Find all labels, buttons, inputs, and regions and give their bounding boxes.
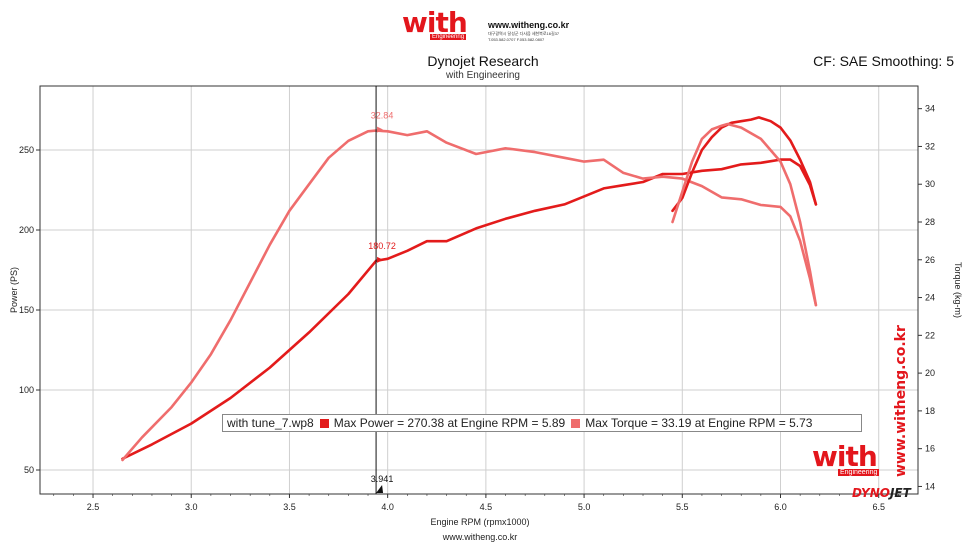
legend-torque-swatch	[571, 418, 581, 428]
cf-smoothing-label: CF: SAE Smoothing: 5	[813, 53, 954, 69]
torque-line-1	[121, 129, 818, 462]
header-site: www.witheng.co.kr	[488, 20, 570, 30]
watermark-logo-sub-text: Engineering	[840, 469, 878, 476]
series-lines	[121, 116, 818, 462]
x-tick-label: 3.0	[185, 502, 198, 512]
x-tick-label: 6.0	[774, 502, 787, 512]
y2-tick-label: 28	[925, 217, 935, 227]
y2-tick-label: 26	[925, 255, 935, 265]
header-logo-sub: Engineering	[430, 34, 467, 40]
y2-tick-label: 22	[925, 330, 935, 340]
x-tick-label: 4.5	[480, 502, 493, 512]
legend-max-power: Max Power = 270.38 at Engine RPM = 5.89	[333, 416, 566, 430]
header-address: 대구광역시 달성군 다사읍 세천북로16길37	[488, 31, 560, 36]
markers: 32.84 180.72 3.941	[368, 86, 396, 494]
y2-tick-label: 20	[925, 368, 935, 378]
y2-tick-label: 30	[925, 179, 935, 189]
y-axis-title: Power (PS)	[9, 267, 19, 314]
y2-tick-label: 32	[925, 141, 935, 151]
chart-title: Dynojet Research	[427, 53, 539, 69]
x-tick-label: 5.5	[676, 502, 689, 512]
y2-tick-label: 24	[925, 293, 935, 303]
dynojet-brand-a: DYNO	[852, 486, 890, 500]
y2-tick-label: 34	[925, 104, 935, 114]
x-tick-label: 6.5	[872, 502, 885, 512]
header-logo-sub-text: Engineering	[432, 34, 465, 40]
y-tick-label: 100	[19, 385, 34, 395]
power-line-2	[671, 116, 818, 213]
x-tick-label: 3.5	[283, 502, 296, 512]
y-tick-label: 150	[19, 305, 34, 315]
dynojet-brand-b: JET	[889, 486, 911, 500]
torque-marker	[377, 126, 384, 133]
y2-tick-label: 14	[925, 481, 935, 491]
header-phone: T.053.582.0707 F.053.582.0807	[488, 37, 545, 42]
watermark-vertical-url: www.witheng.co.kr	[893, 325, 909, 477]
dynojet-logo: DYNOJET	[852, 486, 911, 500]
torque-marker-label: 32.84	[371, 111, 394, 121]
power-line-0	[121, 158, 818, 461]
legend-max-torque: Max Torque = 33.19 at Engine RPM = 5.73	[585, 416, 813, 430]
x-axis-title: Engine RPM (rpmx1000)	[430, 517, 530, 527]
y-tick-label: 250	[19, 145, 34, 155]
x-tick-label: 5.0	[578, 502, 591, 512]
watermark-logo-sub: Engineering	[838, 469, 880, 476]
watermark-logo-word: with	[812, 440, 878, 473]
y2-tick-label: 16	[925, 444, 935, 454]
power-marker-label: 180.72	[368, 241, 396, 251]
torque-line-3	[671, 122, 818, 307]
header-logo-word: with	[402, 6, 468, 39]
chart-subtitle: with Engineering	[446, 70, 520, 81]
footer-url: www.witheng.co.kr	[442, 532, 518, 542]
rpm-marker-label: 3.941	[371, 474, 394, 484]
x-tick-label: 2.5	[87, 502, 100, 512]
y2-tick-label: 18	[925, 406, 935, 416]
y2-axis-title: Torque (kg-m)	[953, 261, 963, 318]
legend-power-swatch	[319, 418, 329, 428]
legend: with tune_7.wp8 Max Power = 270.38 at En…	[222, 414, 862, 432]
header-logo: with	[402, 6, 468, 39]
y-tick-label: 50	[24, 465, 34, 475]
x-tick-label: 4.0	[381, 502, 394, 512]
legend-run-name: with tune_7.wp8	[227, 416, 314, 430]
tick-labels: 2.5 3.0 3.5 4.0 4.5 5.0 5.5 6.0 6.5 50 100 150 200 25…	[19, 104, 935, 512]
rpm-marker	[376, 485, 384, 493]
y-tick-label: 200	[19, 225, 34, 235]
axes	[36, 85, 922, 498]
power-marker	[377, 256, 384, 263]
plot-frame	[39, 85, 919, 495]
